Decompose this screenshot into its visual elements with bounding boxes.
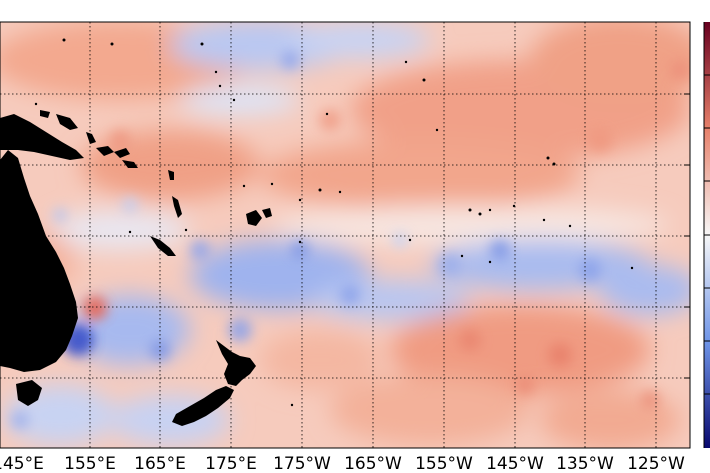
lon-label-165w: 165°W (344, 454, 402, 473)
lon-label-175e: 175°E (205, 454, 257, 473)
colorbar (703, 22, 710, 448)
lon-label-135w: 135°W (556, 454, 614, 473)
new-guinea-landmass (0, 114, 84, 160)
fiji-landmass (246, 210, 262, 226)
new-caledonia-landmass (150, 236, 176, 256)
graticule (0, 22, 690, 448)
lon-label-165e: 165°E (134, 454, 186, 473)
lon-label-145w: 145°W (486, 454, 544, 473)
tasmania-landmass (16, 380, 42, 406)
plot-area (0, 22, 690, 448)
lon-label-145e: 145°E (0, 454, 44, 473)
new-zealand-north-island (216, 340, 256, 386)
plot-frame (0, 21, 691, 449)
new-zealand-south-island (172, 386, 234, 426)
lon-label-175w: 175°W (273, 454, 331, 473)
lon-label-155w: 155°W (415, 454, 473, 473)
land-masses (0, 38, 634, 426)
australia-landmass (0, 150, 78, 372)
lon-label-155e: 155°E (64, 454, 116, 473)
lon-label-125w: 125°W (627, 454, 685, 473)
longitude-axis: 145°E 155°E 165°E 175°E 175°W 165°W 155°… (0, 454, 685, 473)
